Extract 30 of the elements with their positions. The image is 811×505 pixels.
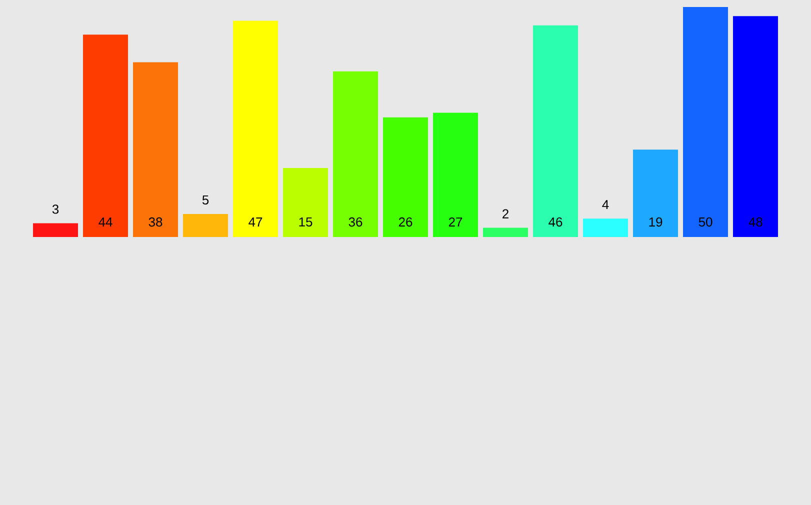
bar xyxy=(683,6,728,237)
data-label: 47 xyxy=(248,218,262,226)
bar xyxy=(333,71,378,237)
bar xyxy=(183,214,228,237)
bar xyxy=(483,228,528,237)
data-label: 36 xyxy=(348,217,362,227)
data-label: 27 xyxy=(448,217,462,227)
bar xyxy=(83,34,128,237)
bar xyxy=(533,25,578,237)
data-label: 50 xyxy=(698,217,712,227)
data-label: 2 xyxy=(502,209,508,218)
data-label: 3 xyxy=(52,204,59,214)
bar xyxy=(233,20,278,237)
data-label: 44 xyxy=(98,218,112,226)
data-label: 46 xyxy=(548,217,562,227)
bar xyxy=(283,168,328,237)
data-label: 19 xyxy=(649,217,662,227)
data-label: 5 xyxy=(202,195,209,205)
data-label: 38 xyxy=(148,217,162,227)
bar xyxy=(33,223,78,237)
data-label: 4 xyxy=(602,200,609,210)
data-label: 15 xyxy=(299,217,312,227)
data-label: 26 xyxy=(398,217,412,227)
bar xyxy=(633,150,678,237)
bar xyxy=(433,112,478,237)
bar xyxy=(383,117,428,237)
data-label: 48 xyxy=(748,217,762,227)
bar xyxy=(583,218,628,237)
bar xyxy=(133,62,178,237)
bar xyxy=(733,16,778,237)
